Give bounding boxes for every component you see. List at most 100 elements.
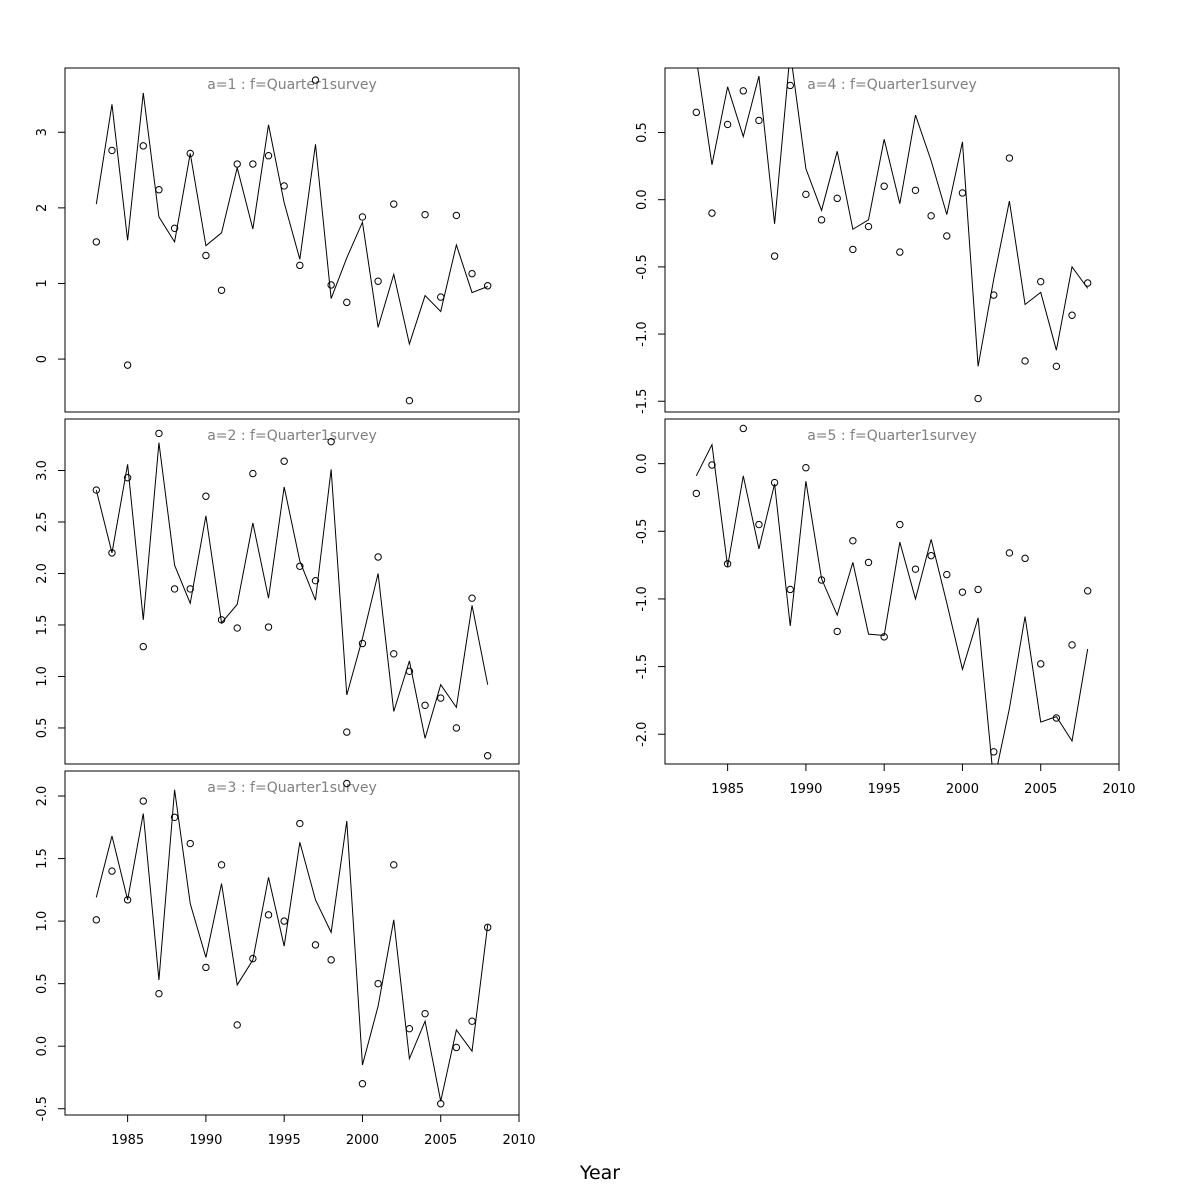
observed-point [927,551,935,560]
observed-point [123,896,132,904]
y-tick-label: 0.5 [35,718,50,739]
y-tick-label: 1.0 [35,666,50,687]
observed-point [911,565,920,573]
observed-point [296,562,304,570]
observed-point [468,269,476,278]
observed-point [739,87,747,95]
y-tick-label: 0.0 [635,453,650,474]
observed-point [943,570,951,579]
observed-point [358,1080,367,1088]
x-tick-label: 2010 [502,1133,535,1148]
observed-point [1068,641,1076,649]
observed-point [770,478,779,487]
x-tick-label: 2000 [946,782,979,797]
y-tick-label: 2 [35,204,50,212]
observed-point [405,667,414,676]
y-tick-label: 0.5 [635,122,650,143]
observed-point [217,616,226,624]
observed-point [990,291,998,299]
observed-point [786,585,794,594]
observed-point [202,492,210,500]
observed-point [249,954,257,963]
y-tick-label: 1.0 [35,911,50,932]
observed-point [139,142,147,150]
observed-point [802,464,810,472]
observed-point [1021,554,1029,563]
panel-a1: a=1 : f=Quarter1survey 0 1 2 3 [35,67,520,413]
y-tick-label: 3 [35,128,50,136]
fitted-series-line [695,443,1089,764]
panel-a3: a=3 : f=Quarter1survey -0.5 0.0 0.5 1.0 1.5 2.… [35,770,536,1148]
y-tick-label: 0.0 [35,1036,50,1057]
observed-point [374,277,382,285]
observed-point [343,298,351,307]
observed-point [896,520,904,529]
observed-point [1052,714,1061,722]
observed-point [405,1024,414,1033]
y-tick-label: -1.0 [635,586,650,611]
observed-point [1052,362,1061,371]
observed-point [1021,357,1029,365]
observed-point [280,457,288,465]
observed-point [437,1100,445,1108]
plot-frame [64,770,520,1116]
observed-point [849,537,857,545]
observed-point [92,486,101,494]
observed-point [264,911,273,919]
x-tick-label: 1985 [711,782,744,797]
y-tick-label: 0 [35,355,50,363]
panel-a2: a=2 : f=Quarter1survey 0.5 1.0 1.5 2.0 2.5 3.0 [35,418,520,765]
x-tick-label: 1990 [189,1133,222,1148]
observed-point [233,624,241,632]
observed-point [739,424,747,433]
y-tick-label: 1 [35,279,50,287]
panel-title: a=5 : f=Quarter1survey [807,428,977,444]
observed-point [170,813,179,821]
observed-point [311,76,320,84]
fitted-series-line [95,92,488,346]
observed-point [1037,277,1045,286]
observed-point [155,186,163,194]
observed-point [374,553,382,561]
observed-point [437,293,445,301]
observed-point [233,160,241,168]
panel-title: a=4 : f=Quarter1survey [807,77,977,93]
y-tick-label: 1.5 [35,615,50,636]
observed-point [1083,279,1092,287]
observed-point [833,627,841,636]
observed-point [864,222,873,231]
observed-point [249,469,257,478]
plot-frame [64,418,520,765]
observed-point [186,839,194,848]
observed-point [264,152,273,160]
y-tick-label: 0.0 [635,189,650,210]
y-tick-label: -0.5 [635,519,650,544]
observed-point [452,211,461,220]
fitted-series-line [95,789,489,1102]
y-tick-label: -1.5 [635,654,650,679]
y-tick-label: 2.0 [35,563,50,584]
panel-a4: a=4 : f=Quarter1survey -1.5 -1.0 -0.5 0.0 0.5 [635,67,1120,414]
observed-point [343,728,351,736]
observed-point [483,282,492,290]
observed-point [770,252,779,260]
observed-point [974,585,982,594]
panel-a5: a=5 : f=Quarter1survey -2.0 -1.5 -1.0 -0.5 0.… [635,418,1136,797]
observed-point [155,429,163,438]
observed-point [405,396,414,405]
observed-point [186,149,194,158]
observed-point [437,694,445,702]
observed-point [483,752,492,760]
observed-point [374,979,382,988]
observed-point [217,286,226,294]
x-tick-label: 2010 [1102,782,1135,797]
panel-title: a=1 : f=Quarter1survey [207,77,377,93]
panel-title: a=3 : f=Quarter1survey [207,780,377,796]
observed-point [723,560,732,568]
observed-point [202,251,210,260]
x-tick-label: 1990 [789,782,822,797]
y-tick-label: -0.5 [635,254,650,279]
observed-point [390,650,398,658]
observed-point [421,701,429,709]
observed-point [1005,549,1014,557]
